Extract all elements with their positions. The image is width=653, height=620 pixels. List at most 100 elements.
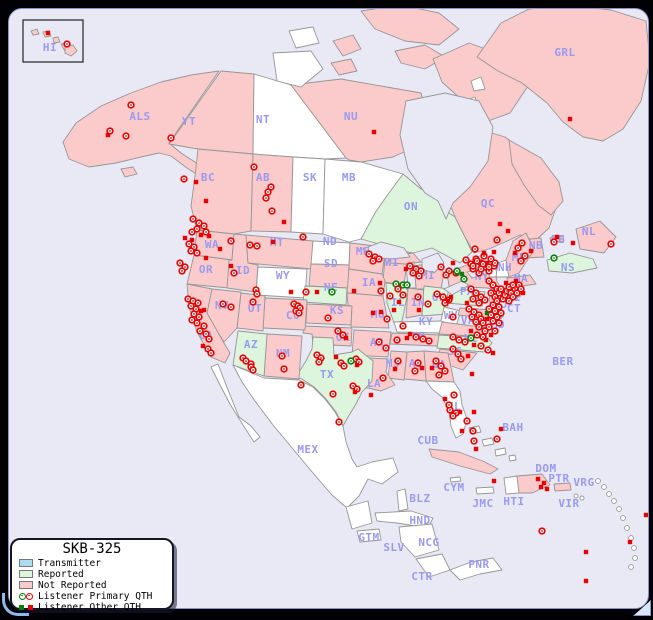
region-label-wa: WA <box>205 238 219 251</box>
listener-primary-red-dot <box>471 316 473 318</box>
listener-primary-red-dot <box>482 322 484 324</box>
listener-primary-red-dot <box>504 294 506 296</box>
listener-other-red <box>481 250 487 256</box>
listener-primary-red-dot <box>192 218 194 220</box>
listener-primary-red-dot <box>452 316 454 318</box>
listener-primary-red-dot <box>496 239 498 241</box>
listener-other-red <box>45 30 51 36</box>
listener-other-red <box>538 484 544 490</box>
listener-primary-red-dot <box>397 288 399 290</box>
listener-primary-red-dot <box>512 284 514 286</box>
listener-primary-red-dot <box>210 352 212 354</box>
listener-other-red <box>419 365 425 371</box>
listener-primary-red-dot <box>293 303 295 305</box>
listener-primary-red-dot <box>252 369 254 371</box>
island-victoria <box>272 50 324 88</box>
listener-other-red <box>281 219 287 225</box>
listener-primary-red-dot <box>207 348 209 350</box>
listener-primary-red-dot <box>208 338 210 340</box>
listener-primary-red-dot <box>435 360 437 362</box>
region-pnr <box>449 557 503 581</box>
listener-other-red <box>370 310 376 316</box>
legend-other_qth-icon <box>19 604 33 610</box>
listener-primary-red-dot <box>508 300 510 302</box>
region-label-nu: NU <box>344 110 358 123</box>
page-curl-bottom-left <box>2 593 29 616</box>
region-sk <box>290 156 326 235</box>
listener-primary-red-dot <box>418 275 420 277</box>
listener-primary-red-dot <box>230 306 232 308</box>
listener-primary-green-dot <box>456 270 458 272</box>
listener-primary-red-dot <box>438 374 440 376</box>
listener-primary-red-dot <box>498 306 500 308</box>
region-label-hi: HI <box>43 41 57 54</box>
listener-primary-red-dot <box>484 330 486 332</box>
region-label-bah: BAH <box>502 421 523 434</box>
listener-primary-red-dot <box>494 330 496 332</box>
region-grl <box>476 9 648 142</box>
listener-primary-red-dot <box>480 268 482 270</box>
listener-primary-red-dot <box>183 178 185 180</box>
listener-primary-green-dot <box>553 257 555 259</box>
listener-primary-red-dot <box>480 345 482 347</box>
listener-primary-red-dot <box>458 339 460 341</box>
region-ns <box>546 252 598 274</box>
listener-other-red <box>445 298 451 304</box>
listener-primary-red-dot <box>492 320 494 322</box>
listener-primary-red-dot <box>484 299 486 301</box>
region-mex <box>232 364 399 509</box>
listener-other-green <box>459 271 465 277</box>
listener-primary-red-dot <box>196 228 198 230</box>
listener-other-red <box>528 248 534 254</box>
legend-primary_qth-marker_green-icon <box>19 592 26 600</box>
listener-primary-red-dot <box>320 357 322 359</box>
listener-primary-red-dot <box>420 270 422 272</box>
listener-primary-red-dot <box>512 296 514 298</box>
listener-primary-red-dot <box>233 272 235 274</box>
legend-label-other_qth: Listener Other QTH <box>38 601 141 613</box>
region-label-or: OR <box>199 263 213 276</box>
legend-label-primary_qth: Listener Primary QTH <box>38 590 153 602</box>
listener-primary-red-dot <box>541 530 543 532</box>
listener-primary-red-dot <box>179 262 181 264</box>
listener-other-red <box>544 486 550 492</box>
listener-primary-red-dot <box>494 262 496 264</box>
listener-primary-red-dot <box>380 290 382 292</box>
listener-primary-green-dot <box>470 337 472 339</box>
listener-primary-red-dot <box>496 300 498 302</box>
island-banks <box>288 26 320 49</box>
listener-primary-red-dot <box>191 231 193 233</box>
listener-primary-red-dot <box>298 312 300 314</box>
region-label-wi: WI <box>385 256 399 269</box>
listener-other-red <box>193 179 199 185</box>
region-label-id: ID <box>236 264 250 277</box>
region-label-dom: DOM <box>535 462 556 475</box>
listener-other-red <box>483 337 489 343</box>
region-ncg <box>398 523 440 558</box>
listener-other-green <box>484 310 490 316</box>
legend-rows: Transmitter Reported Not Reported Listener … <box>12 558 172 613</box>
listener-primary-red-dot <box>300 384 302 386</box>
listener-primary-red-dot <box>508 286 510 288</box>
listener-other-red <box>471 342 477 348</box>
lake-erie <box>443 280 470 296</box>
listener-other-red <box>396 299 402 305</box>
listener-other-red <box>392 366 398 372</box>
listener-primary-red-dot <box>256 293 258 295</box>
island-hi-5 <box>64 44 78 57</box>
listener-other-red <box>198 308 204 314</box>
listener-primary-red-dot <box>342 334 344 336</box>
listener-other-red <box>484 316 490 322</box>
listener-primary-red-dot <box>414 370 416 372</box>
listener-other-red <box>404 335 410 341</box>
region-label-ky: KY <box>419 315 433 328</box>
listener-primary-green-dot <box>463 278 465 280</box>
island-lesser-antilles <box>573 478 638 570</box>
listener-primary-red-dot <box>358 361 360 363</box>
listener-primary-red-dot <box>490 258 492 260</box>
listener-primary-red-dot <box>427 303 429 305</box>
listener-primary-red-dot <box>252 301 254 303</box>
listener-primary-red-dot <box>488 308 490 310</box>
listener-primary-red-dot <box>492 304 494 306</box>
